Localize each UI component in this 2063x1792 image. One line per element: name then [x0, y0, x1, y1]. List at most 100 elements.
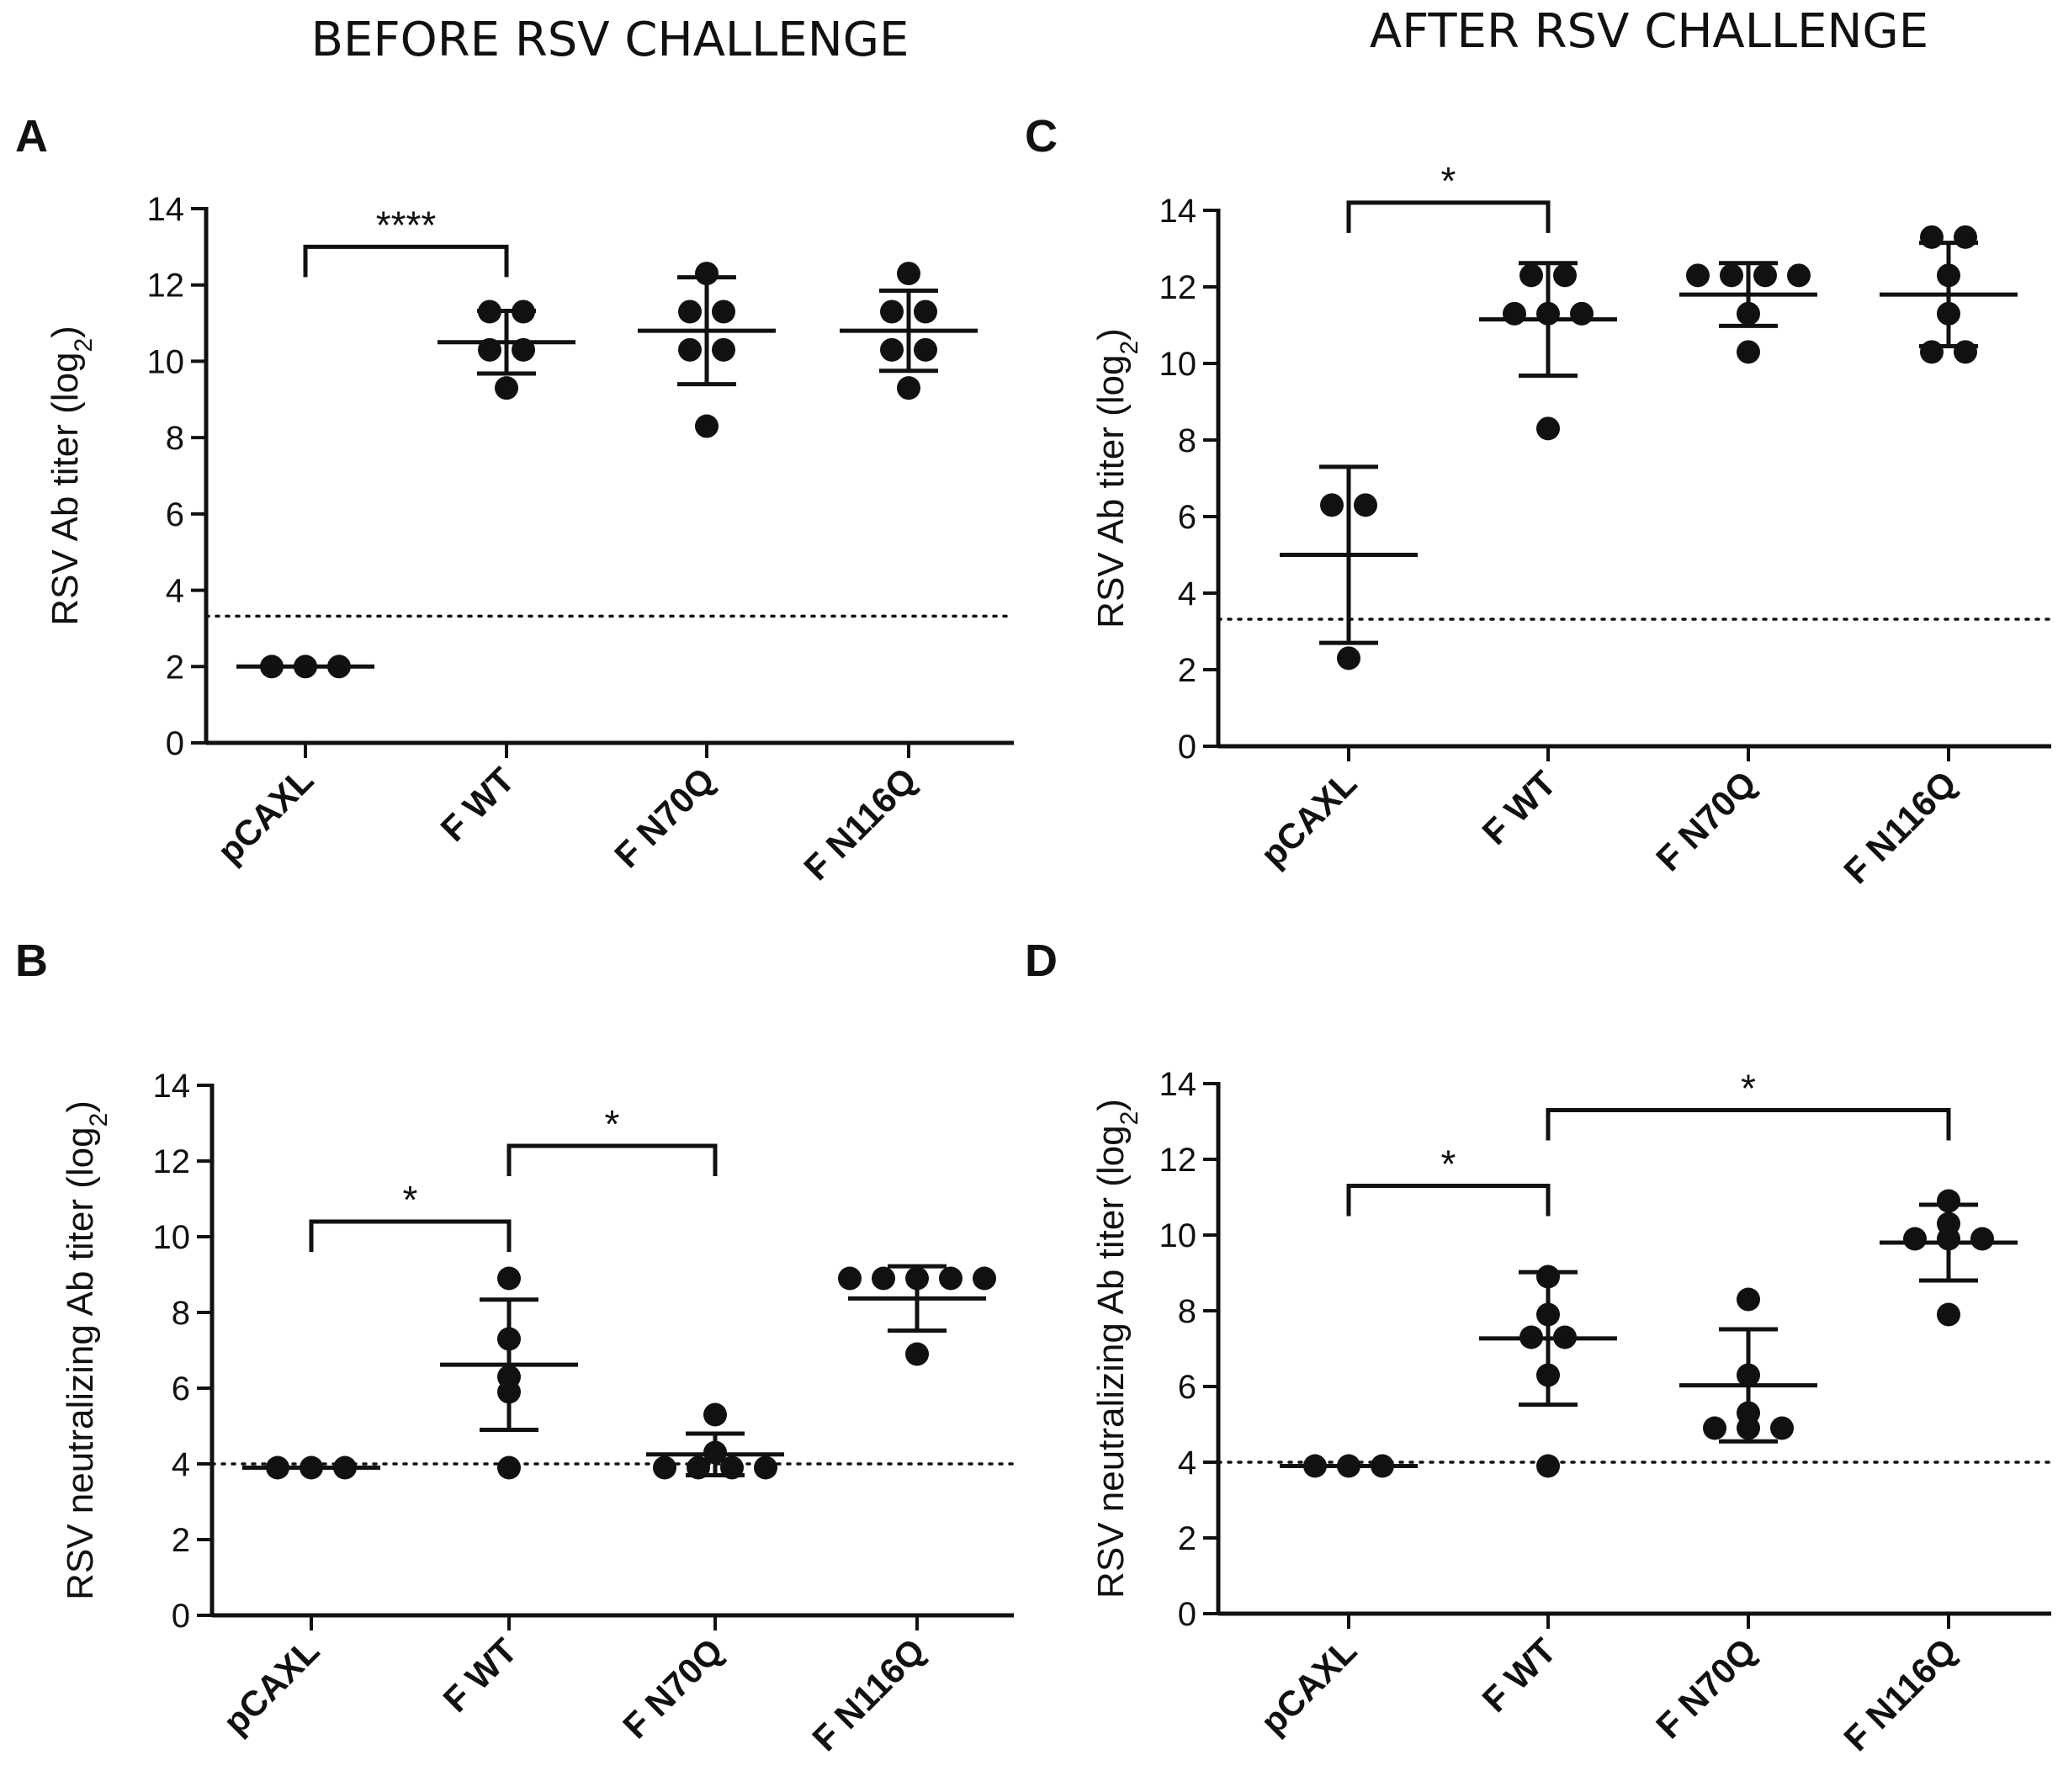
data-point	[880, 300, 904, 324]
data-point	[1536, 1454, 1560, 1478]
y-axis-label: RSV Ab titer (log2)	[45, 326, 98, 626]
data-point	[914, 337, 937, 362]
data-point	[1937, 301, 1960, 326]
y-tick-label: 10	[1159, 346, 1197, 383]
y-axis-label-end: )	[1090, 328, 1132, 341]
y-tick-label: 0	[172, 1598, 190, 1635]
significance-bracket	[303, 244, 509, 278]
data-point	[687, 1455, 710, 1480]
y-tick-label: 14	[1159, 193, 1197, 230]
y-tick-label: 0	[1178, 1596, 1196, 1633]
panel-label: C	[1025, 111, 1058, 162]
panel-label: B	[15, 936, 48, 986]
y-axis-label-main: RSV neutralizing Ab titer (log	[60, 1127, 101, 1600]
data-point	[497, 1327, 521, 1351]
significance-bracket	[1346, 1184, 1551, 1217]
x-tick-label: F N70Q	[1648, 763, 1763, 878]
y-tick-label: 14	[153, 1068, 191, 1105]
group-3	[638, 262, 776, 438]
data-point	[1720, 263, 1743, 288]
data-point	[1937, 1227, 1960, 1251]
x-tick-label: F WT	[433, 760, 522, 849]
y-tick-label: 8	[1178, 422, 1196, 459]
data-point	[1737, 301, 1760, 326]
group-3	[1679, 1287, 1817, 1444]
data-point	[478, 300, 501, 324]
data-point	[905, 1342, 929, 1366]
y-tick-label: 6	[172, 1371, 190, 1408]
data-point	[1536, 1264, 1560, 1289]
data-point	[497, 1455, 521, 1480]
x-tick-label: F WT	[436, 1630, 525, 1720]
data-point	[1954, 225, 1977, 249]
y-tick-label: 12	[1159, 269, 1197, 306]
data-point	[939, 1266, 963, 1291]
y-tick-label: 0	[1178, 729, 1196, 766]
data-point	[905, 1266, 929, 1291]
group-2	[1479, 1264, 1617, 1478]
data-point	[1737, 340, 1760, 364]
significance-label: *	[605, 1102, 620, 1146]
data-point	[1737, 1416, 1760, 1440]
group-1	[1280, 464, 1418, 671]
data-point	[512, 300, 535, 324]
x-tick-label: F N116Q	[804, 1630, 932, 1758]
y-axis-label-subscript: 2	[70, 338, 98, 353]
group-1	[1280, 1454, 1418, 1478]
data-point	[678, 337, 702, 362]
y-axis-label-main: RSV Ab titer (log	[45, 353, 86, 626]
header-after-challenge: AFTER RSV CHALLENGE	[1370, 4, 1928, 59]
significance-bracket	[1546, 1108, 1951, 1141]
data-point	[1354, 493, 1377, 517]
y-tick-label: 2	[1178, 1520, 1196, 1557]
data-point	[703, 1402, 727, 1427]
data-point	[1937, 1189, 1960, 1213]
data-point	[1536, 301, 1560, 326]
significance-bracket	[309, 1219, 512, 1252]
y-tick-label: 12	[1159, 1142, 1197, 1179]
data-point	[1937, 1302, 1960, 1327]
data-point	[914, 300, 937, 324]
y-tick-label: 2	[172, 1522, 190, 1559]
data-point	[1737, 1287, 1760, 1312]
y-tick-label: 8	[172, 1295, 190, 1332]
data-point	[1954, 340, 1977, 364]
group-4	[1880, 225, 2018, 364]
x-tick-label: pCAXL	[1253, 1630, 1364, 1742]
data-point	[712, 337, 735, 362]
data-point	[712, 300, 735, 324]
y-tick-label: 8	[1178, 1293, 1196, 1330]
data-point	[1903, 1227, 1927, 1251]
data-point	[1320, 493, 1344, 517]
y-tick-label: 14	[1159, 1066, 1197, 1103]
x-tick-label: F N116Q	[1836, 1630, 1964, 1758]
y-tick-label: 8	[166, 420, 184, 457]
panel-label: D	[1025, 936, 1058, 986]
data-point	[880, 337, 904, 362]
y-tick-label: 2	[1178, 652, 1196, 689]
group-1	[236, 655, 374, 679]
y-tick-label: 14	[147, 191, 185, 228]
group-4	[1880, 1189, 2018, 1327]
y-tick-label: 10	[147, 343, 185, 380]
group-3	[1679, 261, 1817, 364]
data-point	[653, 1455, 676, 1480]
data-point	[1920, 340, 1944, 364]
significance-label: *	[1741, 1067, 1756, 1111]
y-tick-label: 6	[1178, 1369, 1196, 1406]
y-axis-label: RSV neutralizing Ab titer (log2)	[60, 1100, 113, 1600]
y-tick-label: 6	[1178, 499, 1196, 536]
data-point	[497, 1380, 521, 1404]
y-tick-label: 4	[166, 573, 184, 610]
significance-bracket	[506, 1143, 718, 1176]
y-axis-label-end: )	[1090, 1099, 1132, 1111]
y-axis-label-main: RSV neutralizing Ab titer (log	[1090, 1125, 1132, 1598]
data-point	[1787, 263, 1811, 288]
group-2	[1479, 261, 1617, 441]
y-tick-label: 0	[166, 725, 184, 762]
significance-label: *	[1441, 159, 1456, 203]
y-tick-label: 4	[1178, 1445, 1196, 1482]
